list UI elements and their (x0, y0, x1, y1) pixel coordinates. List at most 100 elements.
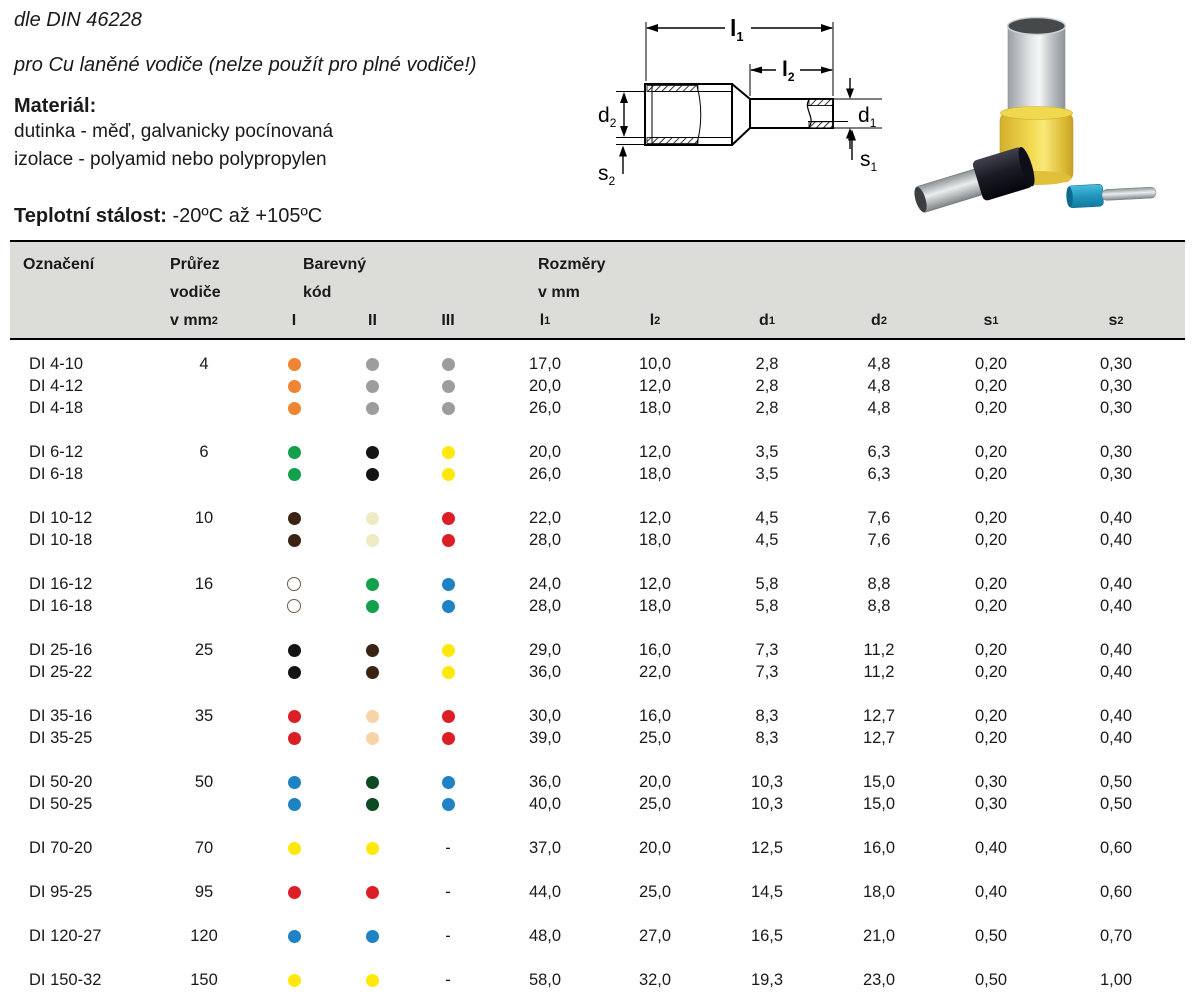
cell-dimension-value: 20,0 (528, 376, 562, 395)
col-header-dimensions-1: Rozměry (538, 256, 606, 273)
cell-color-code (248, 463, 340, 485)
cell-dimension-value: 36,0 (528, 662, 562, 681)
cell-cross-section: 50 (194, 772, 214, 791)
cell-dimension-value: 0,30 (1099, 464, 1133, 483)
cell-dimension-value: 18,0 (638, 596, 672, 615)
color-dot-gray (366, 401, 379, 415)
cell-cross-section (160, 595, 248, 617)
cell-dimension-value: 30,0 (528, 706, 562, 725)
cell-dimension-value: 0,50 (1099, 772, 1133, 791)
col-header-dimensions-2: v mm (538, 284, 580, 301)
cell-cross-section (160, 529, 248, 551)
cell-dimension-value: 0,20 (974, 706, 1008, 725)
group-spacer (10, 815, 1185, 837)
color-dot-gray (441, 401, 455, 415)
cell-color-code (405, 705, 491, 727)
cell-designation: DI 25-16 (29, 640, 93, 659)
cell-cross-section (160, 463, 248, 485)
cell-dimension-value: 0,50 (1099, 794, 1133, 813)
cell-color-code (405, 573, 491, 595)
cell-color-code (248, 639, 340, 661)
cell-designation: DI 50-20 (29, 772, 93, 791)
cell-dimension-value: 37,0 (528, 838, 562, 857)
table-row: DI 10-18 28,0 18,0 4,5 7,6 0,20 0,40 (10, 529, 1185, 551)
color-dot-black (287, 665, 301, 679)
cell-dimension-value: 5,8 (755, 596, 779, 615)
cell-dimension-value: 0,40 (1099, 706, 1133, 725)
cell-designation: DI 50-25 (29, 794, 93, 813)
cell-dimension-value: 0,20 (974, 354, 1008, 373)
cell-dimension-value: 4,8 (867, 398, 891, 417)
cell-designation: DI 95-25 (29, 882, 93, 901)
cell-color-code: - (405, 925, 491, 947)
cell-dimension-value: 10,0 (638, 354, 672, 373)
cell-dimension-value: 0,40 (1099, 530, 1133, 549)
cell-dimension-value: 0,40 (1099, 596, 1133, 615)
table-row: DI 35-25 39,0 25,0 8,3 12,7 0,20 0,40 (10, 727, 1185, 749)
col-header-color-code-2: kód (303, 284, 332, 301)
table-row: DI 70-20 70 - 37,0 20,0 12,5 16,0 0,40 0,60 (10, 837, 1185, 859)
cell-dimension-value: 0,40 (1099, 728, 1133, 747)
cell-dimension-value: 36,0 (528, 772, 562, 791)
color-dot-beige (366, 709, 379, 723)
cell-cross-section (160, 375, 248, 397)
cell-dimension-value: 15,0 (862, 772, 896, 791)
cell-color-code (248, 397, 340, 419)
cell-dimension-value: 4,5 (755, 530, 779, 549)
color-dot-gray (366, 379, 379, 393)
cell-dimension-value: 12,7 (862, 706, 896, 725)
temperature-value: -20ºC až +105ºC (166, 205, 323, 227)
cell-dimension-value: 0,30 (1099, 398, 1133, 417)
cell-dimension-value: 0,30 (1099, 442, 1133, 461)
cell-cross-section (160, 397, 248, 419)
group-spacer (10, 947, 1185, 969)
cell-color-code (340, 529, 405, 551)
color-dot-brown (366, 665, 379, 679)
cell-color-code (340, 595, 405, 617)
cell-color-code (340, 727, 405, 749)
table-row: DI 25-16 25 29,0 16,0 7,3 11,2 0,20 0,40 (10, 639, 1185, 661)
color-dot-blue (287, 797, 301, 811)
cell-color-code (248, 727, 340, 749)
cell-dimension-value: 0,30 (974, 794, 1008, 813)
cell-dimension-value: 26,0 (528, 464, 562, 483)
standard-note: dle DIN 46228 (14, 9, 142, 31)
cell-color-code (248, 793, 340, 815)
col-header-cross-section-3: v mm 2 (170, 312, 218, 329)
color-dot-blue (287, 929, 301, 943)
cell-color-code: - (405, 837, 491, 859)
cell-color-code (340, 771, 405, 793)
dim-label-s1: s1 (860, 148, 878, 174)
usage-note: pro Cu laněné vodiče (nelze použít pro p… (14, 54, 477, 76)
color-dot-yellow (441, 445, 455, 459)
material-heading: Materiál: (14, 95, 97, 117)
cell-color-code (248, 881, 340, 903)
cell-designation: DI 120-27 (29, 926, 102, 945)
table-row: DI 16-12 16 24,0 12,0 5,8 8,8 0,20 0,40 (10, 573, 1185, 595)
cell-designation: DI 35-25 (29, 728, 93, 747)
cell-color-code (405, 727, 491, 749)
table-row: DI 4-12 20,0 12,0 2,8 4,8 0,20 0,30 (10, 375, 1185, 397)
table-row: DI 16-18 28,0 18,0 5,8 8,8 0,20 0,40 (10, 595, 1185, 617)
cell-color-code (405, 353, 491, 375)
cell-dimension-value: 26,0 (528, 398, 562, 417)
cell-designation: DI 6-12 (29, 442, 84, 461)
cell-color-code (340, 925, 405, 947)
cell-dimension-value: 18,0 (638, 530, 672, 549)
cell-dimension-value: 12,0 (638, 574, 672, 593)
cell-dimension-value: 0,50 (974, 970, 1008, 989)
cell-dimension-value: 22,0 (638, 662, 672, 681)
cell-color-code (248, 925, 340, 947)
color-dot-black (287, 643, 301, 657)
cell-color-code (340, 507, 405, 529)
table-row: DI 120-27 120 - 48,0 27,0 16,5 21,0 0,50 0,70 (10, 925, 1185, 947)
cell-color-code (248, 705, 340, 727)
cell-designation: DI 4-18 (29, 398, 84, 417)
col-header-code-I: I (291, 312, 297, 329)
cell-dimension-value: 8,8 (867, 574, 891, 593)
cell-color-code (405, 463, 491, 485)
cell-color-code (248, 529, 340, 551)
cell-color-code (340, 881, 405, 903)
col-header-cross-section-1: Průřez (170, 256, 220, 273)
